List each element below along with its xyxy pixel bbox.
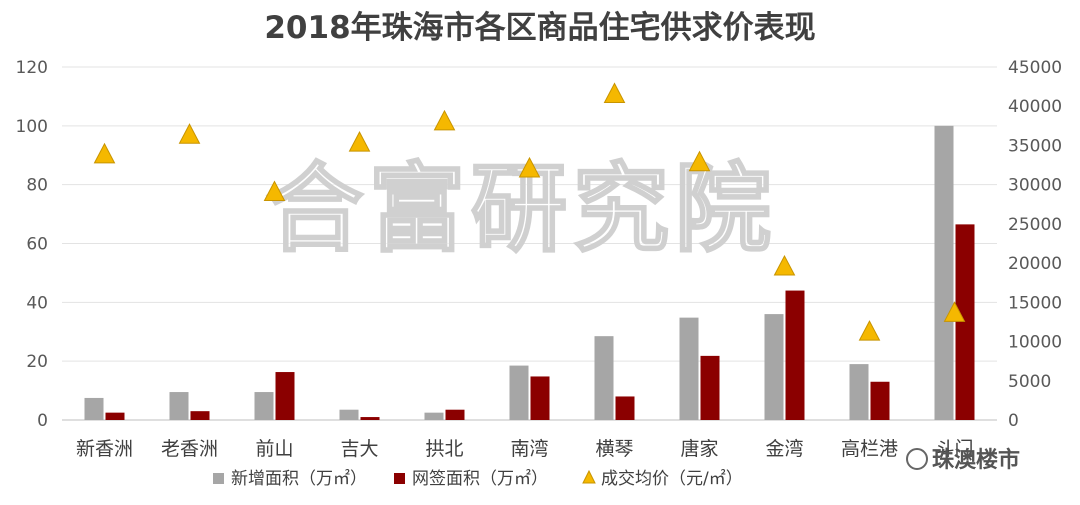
y-right-tick-label: 35000 xyxy=(1008,136,1062,156)
y-right-tick-label: 5000 xyxy=(1008,372,1051,392)
watermark-text: 合富研究院 xyxy=(267,153,777,265)
bar-signed-sales xyxy=(190,411,210,420)
bar-new-supply xyxy=(254,392,274,420)
bar-signed-sales xyxy=(275,372,295,420)
right-axis: 0 5000 10000 15000 20000 25000 30000 35000 40000… xyxy=(1008,58,1062,431)
bar-new-supply xyxy=(424,412,444,420)
y-right-tick-label: 45000 xyxy=(1008,58,1062,78)
y-left-tick-label: 60 xyxy=(26,235,48,255)
bar-signed-sales xyxy=(870,381,890,420)
y-right-tick-label: 30000 xyxy=(1008,176,1062,196)
y-right-tick-label: 20000 xyxy=(1008,254,1062,274)
category-label: 拱北 xyxy=(425,438,463,460)
bar-signed-sales xyxy=(615,396,635,420)
bar-signed-sales xyxy=(360,417,380,420)
bar-signed-sales xyxy=(785,290,805,420)
y-left-tick-label: 40 xyxy=(26,293,48,313)
legend-swatch xyxy=(213,473,224,484)
legend: 新增面积（万㎡） 网签面积（万㎡） 成交均价（元/㎡） xyxy=(213,469,743,489)
price-triangle-marker xyxy=(178,123,201,144)
y-right-tick-label: 15000 xyxy=(1008,293,1062,313)
price-triangle-marker xyxy=(858,320,881,341)
price-triangle-marker xyxy=(433,109,456,131)
bar-signed-sales xyxy=(105,412,125,420)
price-triangle-marker xyxy=(943,301,966,322)
gridlines xyxy=(62,66,997,421)
bar-signed-sales xyxy=(700,355,720,420)
category-label: 横琴 xyxy=(595,438,633,460)
wechat-icon xyxy=(906,448,928,470)
y-left-tick-label: 0 xyxy=(37,411,48,431)
price-markers xyxy=(93,82,966,341)
legend-label: 网签面积（万㎡） xyxy=(412,469,548,489)
category-label: 吉大 xyxy=(340,438,378,460)
chart-title: 2018年珠海市各区商品住宅供求价表现 xyxy=(264,10,815,46)
bar-new-supply xyxy=(764,314,784,420)
y-right-tick-label: 0 xyxy=(1008,411,1019,431)
bar-new-supply xyxy=(339,409,359,420)
price-triangle-marker xyxy=(688,150,711,172)
bar-new-supply xyxy=(849,364,869,420)
bars xyxy=(84,125,975,420)
price-triangle-marker xyxy=(603,82,626,103)
price-triangle-marker xyxy=(263,180,286,202)
price-triangle-marker xyxy=(773,254,796,276)
bar-new-supply xyxy=(934,125,954,420)
bar-new-supply xyxy=(594,336,614,420)
category-label: 高栏港 xyxy=(841,438,898,460)
category-labels: 新香洲 老香洲 前山 吉大 拱北 南湾 横琴 唐家 金湾 高栏港 斗门 xyxy=(76,438,974,460)
y-left-tick-label: 80 xyxy=(26,176,48,196)
category-label: 新香洲 xyxy=(76,438,133,460)
bar-signed-sales xyxy=(955,224,975,420)
bar-new-supply xyxy=(509,365,529,420)
bar-signed-sales xyxy=(445,409,465,420)
left-axis: 0 20 40 60 80 100 120 xyxy=(16,58,48,431)
source-watermark: 珠澳楼市 xyxy=(906,447,1020,473)
legend-swatch xyxy=(394,473,405,484)
category-label: 老香洲 xyxy=(161,438,218,460)
bar-new-supply xyxy=(84,397,104,420)
y-left-tick-label: 120 xyxy=(16,58,48,78)
category-label: 南湾 xyxy=(510,438,548,460)
category-label: 唐家 xyxy=(680,438,718,460)
bar-signed-sales xyxy=(530,376,550,420)
category-label: 斗门 xyxy=(935,438,973,460)
price-triangle-marker xyxy=(348,131,371,152)
category-label: 前山 xyxy=(255,438,293,460)
y-right-tick-label: 40000 xyxy=(1008,97,1062,117)
price-triangle-marker xyxy=(93,142,116,164)
legend-swatch-triangle xyxy=(582,469,596,484)
legend-label: 新增面积（万㎡） xyxy=(231,469,367,489)
y-right-tick-label: 25000 xyxy=(1008,215,1062,235)
bar-new-supply xyxy=(679,317,699,420)
category-label: 金湾 xyxy=(765,438,803,460)
source-text: 珠澳楼市 xyxy=(932,447,1020,473)
price-triangle-marker xyxy=(518,156,541,178)
bar-new-supply xyxy=(169,392,189,420)
y-left-tick-label: 20 xyxy=(26,352,48,372)
y-left-tick-label: 100 xyxy=(16,117,48,137)
y-right-tick-label: 10000 xyxy=(1008,333,1062,353)
legend-label: 成交均价（元/㎡） xyxy=(601,469,743,489)
